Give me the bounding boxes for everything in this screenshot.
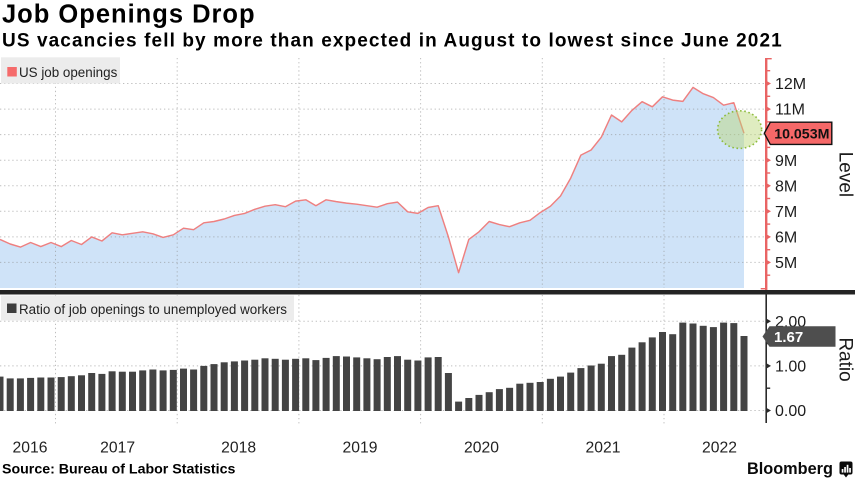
svg-text:2017: 2017 [100, 439, 135, 456]
svg-text:2018: 2018 [221, 439, 256, 456]
svg-text:7M: 7M [775, 204, 797, 221]
svg-text:9M: 9M [775, 153, 797, 170]
svg-text:5M: 5M [775, 255, 797, 272]
svg-text:11M: 11M [775, 102, 805, 119]
svg-text:Ratio: Ratio [835, 337, 855, 381]
svg-text:2016: 2016 [13, 439, 48, 456]
svg-text:1.00: 1.00 [775, 359, 806, 376]
svg-text:1.67: 1.67 [774, 329, 803, 346]
svg-text:8M: 8M [775, 178, 797, 195]
svg-text:2022: 2022 [702, 439, 737, 456]
svg-text:Level: Level [835, 152, 855, 197]
svg-text:6M: 6M [775, 230, 797, 247]
svg-text:Source: Bureau of Labor Statis: Source: Bureau of Labor Statistics [2, 462, 235, 478]
svg-text:2020: 2020 [464, 439, 499, 456]
svg-text:12M: 12M [775, 76, 806, 93]
svg-text:US vacancies fell by more than: US vacancies fell by more than expected … [2, 31, 783, 52]
svg-text:2021: 2021 [586, 439, 621, 456]
svg-text:Job Openings Drop: Job Openings Drop [2, 1, 256, 29]
svg-text:Bloomberg: Bloomberg [747, 460, 833, 478]
svg-text:US job openings: US job openings [19, 65, 118, 80]
svg-text:Ratio of job openings to unemp: Ratio of job openings to unemployed work… [19, 302, 287, 317]
svg-text:10.053M: 10.053M [774, 127, 829, 143]
svg-text:2019: 2019 [343, 439, 378, 456]
svg-text:0.00: 0.00 [775, 403, 806, 420]
